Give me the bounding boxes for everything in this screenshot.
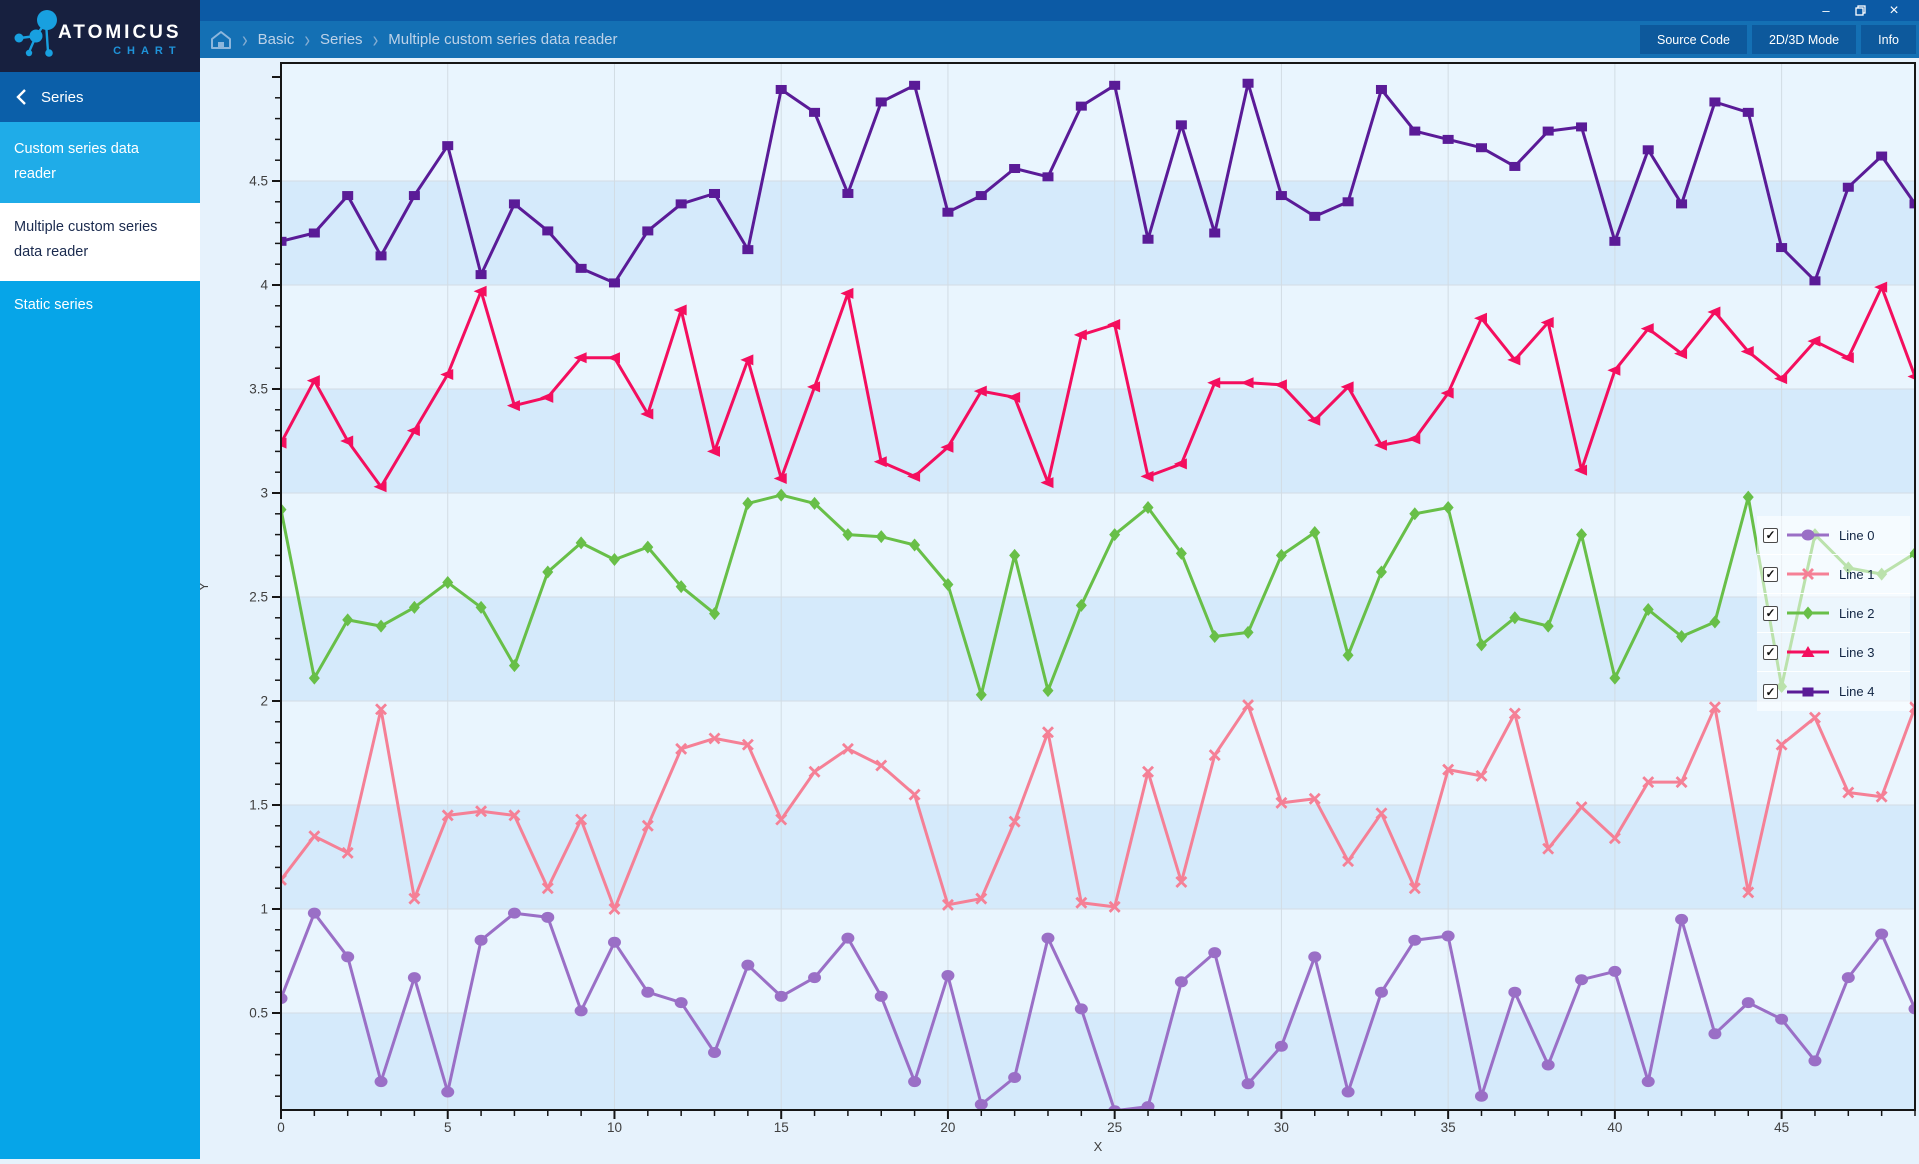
legend-row-line-4[interactable]: ✓ Line 4 xyxy=(1757,672,1910,711)
legend-sample-triangle-icon xyxy=(1785,643,1831,661)
legend-label: Line 4 xyxy=(1839,684,1874,699)
chart-svg[interactable]: 0 5 10 15 20 25 30 35 40 45 0.5 1 1.5 2 2.5 3 3.5 4 4.5 X Y xyxy=(200,58,1919,1159)
legend-checkbox[interactable]: ✓ xyxy=(1763,684,1778,699)
x-tick-label: 40 xyxy=(1607,1120,1622,1135)
legend-checkbox[interactable]: ✓ xyxy=(1763,606,1778,621)
breadcrumb-separator: › xyxy=(373,26,379,53)
legend-row-line-3[interactable]: ✓ Line 3 xyxy=(1757,633,1910,672)
window-controls: – × xyxy=(1809,0,1911,21)
breadcrumb-item-current: Multiple custom series data reader xyxy=(388,31,617,48)
close-button[interactable]: × xyxy=(1877,0,1911,21)
y-axis-title: Y xyxy=(200,582,211,591)
legend-sample-square-icon xyxy=(1785,683,1831,701)
y-tick-label: 2.5 xyxy=(249,590,268,605)
legend-row-line-2[interactable]: ✓ Line 2 xyxy=(1757,594,1910,633)
minimize-icon: – xyxy=(1822,3,1829,18)
x-tick-label: 0 xyxy=(277,1120,285,1135)
legend-row-line-0[interactable]: ✓ Line 0 xyxy=(1757,516,1910,555)
y-tick-label: 3.5 xyxy=(249,382,268,397)
2d3d-mode-button[interactable]: 2D/3D Mode xyxy=(1752,25,1856,54)
y-tick-label: 4.5 xyxy=(249,174,268,189)
legend-label: Line 0 xyxy=(1839,528,1874,543)
breadcrumb-item-basic[interactable]: Basic xyxy=(258,31,295,48)
legend-checkbox[interactable]: ✓ xyxy=(1763,567,1778,582)
legend-checkbox[interactable]: ✓ xyxy=(1763,528,1778,543)
y-tick-label: 3 xyxy=(260,486,268,501)
y-tick-label: 1 xyxy=(260,902,268,917)
plot-band xyxy=(281,181,1915,285)
y-tick-label: 4 xyxy=(260,278,268,293)
x-tick-label: 20 xyxy=(940,1120,955,1135)
sidebar-item-custom-series-data-reader[interactable]: Custom series data reader xyxy=(0,122,200,203)
x-tick-label: 25 xyxy=(1107,1120,1122,1135)
sidebar-title: Series xyxy=(41,89,84,106)
home-icon[interactable] xyxy=(210,30,232,50)
source-code-button[interactable]: Source Code xyxy=(1640,25,1747,54)
restore-icon xyxy=(1855,5,1866,16)
legend-row-line-1[interactable]: ✓ Line 1 xyxy=(1757,555,1910,594)
breadcrumb-item-series[interactable]: Series xyxy=(320,31,363,48)
logo-text: ATOMICUS CHART xyxy=(58,22,182,57)
app-logo: ATOMICUS CHART xyxy=(0,0,200,72)
legend-sample-diamond-icon xyxy=(1785,604,1831,622)
x-tick-label: 35 xyxy=(1441,1120,1456,1135)
x-tick-label: 5 xyxy=(444,1120,452,1135)
breadcrumb-separator: › xyxy=(242,26,248,53)
chart-area: 0 5 10 15 20 25 30 35 40 45 0.5 1 1.5 2 2.5 3 3.5 4 4.5 X Y xyxy=(200,58,1919,1159)
x-tick-label: 45 xyxy=(1774,1120,1789,1135)
chart-legend: ✓ Line 0 ✓ Line 1 ✓ Line 2 ✓ Line 3 ✓ Line 4 xyxy=(1757,516,1910,711)
header-buttons: Source Code 2D/3D Mode Info xyxy=(1640,25,1916,54)
legend-checkbox[interactable]: ✓ xyxy=(1763,645,1778,660)
plot-band xyxy=(281,805,1915,909)
y-tick-label: 1.5 xyxy=(249,798,268,813)
sidebar-header[interactable]: Series xyxy=(0,72,200,122)
legend-label: Line 3 xyxy=(1839,645,1874,660)
close-icon: × xyxy=(1889,2,1898,20)
y-tick-label: 0.5 xyxy=(249,1006,268,1021)
x-axis-title: X xyxy=(1094,1139,1103,1154)
plot-band xyxy=(281,597,1915,701)
y-tick-label: 2 xyxy=(260,694,268,709)
window-titlebar: – × xyxy=(0,0,1919,21)
info-button[interactable]: Info xyxy=(1861,25,1916,54)
breadcrumb: › Basic › Series › Multiple custom serie… xyxy=(210,30,618,50)
app-header: › Basic › Series › Multiple custom serie… xyxy=(0,21,1919,58)
molecule-icon xyxy=(2,2,60,68)
breadcrumb-separator: › xyxy=(304,26,310,53)
legend-label: Line 2 xyxy=(1839,606,1874,621)
legend-sample-circle-icon xyxy=(1785,526,1831,544)
sidebar: Series Custom series data reader Multipl… xyxy=(0,72,200,1159)
restore-button[interactable] xyxy=(1843,0,1877,21)
x-tick-label: 15 xyxy=(774,1120,789,1135)
sidebar-item-static-series[interactable]: Static series xyxy=(0,281,200,330)
legend-sample-x-icon xyxy=(1785,565,1831,583)
x-tick-label: 10 xyxy=(607,1120,622,1135)
x-tick-label: 30 xyxy=(1274,1120,1289,1135)
legend-label: Line 1 xyxy=(1839,567,1874,582)
minimize-button[interactable]: – xyxy=(1809,0,1843,21)
sidebar-item-multiple-custom-series-data-reader[interactable]: Multiple custom series data reader xyxy=(0,203,200,281)
logo-title: ATOMICUS xyxy=(58,22,182,44)
logo-subtitle: CHART xyxy=(58,45,182,57)
plot-band xyxy=(281,389,1915,493)
back-chevron-icon xyxy=(16,88,27,106)
